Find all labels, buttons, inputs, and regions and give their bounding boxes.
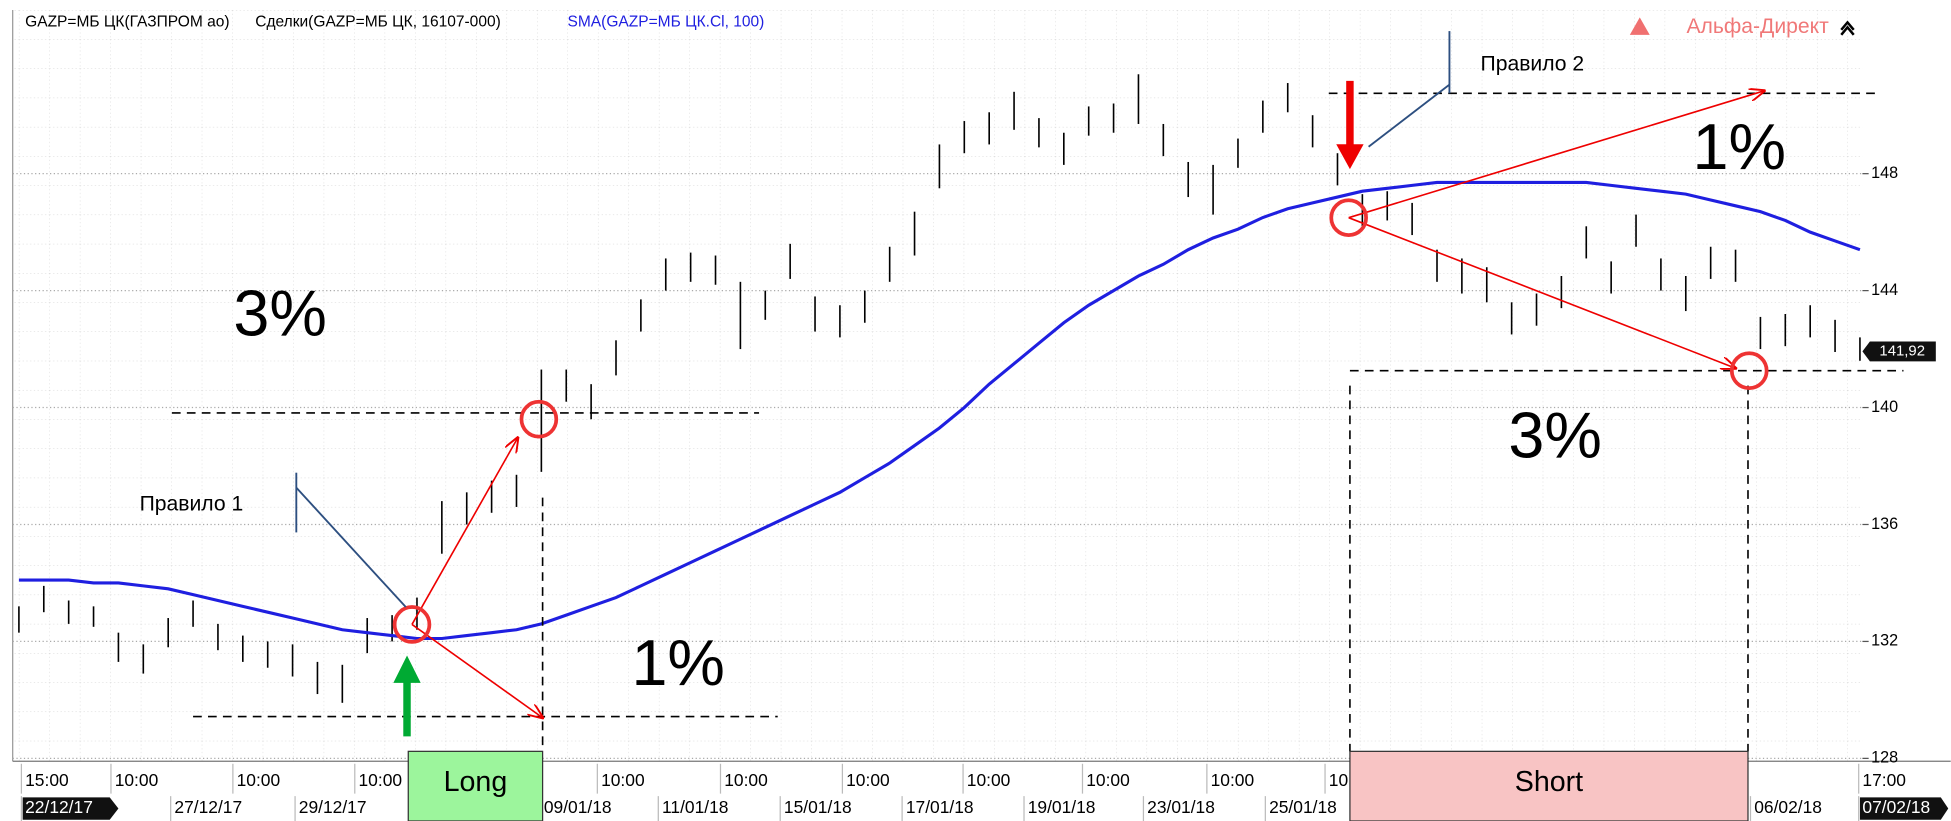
legend-sma: SMA(GAZP=МБ ЦК.Cl, 100) [567,14,764,31]
x-date-label: 07/02/18 [1862,797,1930,817]
short-label: Short [1515,766,1583,798]
x-tick-label: 10:00 [359,770,403,790]
long-box [407,750,544,821]
arrow [1348,91,1764,219]
x-date-label: 09/01/18 [544,797,612,817]
plot [12,74,1869,759]
x-date-label: 25/01/18 [1269,797,1337,817]
circle-marker [1729,351,1769,390]
x-tick-label: 10:00 [967,770,1011,790]
brand-logo [1629,17,1650,35]
y-tick-label: 140 [1871,398,1898,416]
last-price-label: 141,92 [1879,342,1925,359]
minor-grid [12,9,1863,762]
x-tick-label: 10:00 [115,770,159,790]
percent-label: 3% [1508,398,1601,471]
rule-label: Правило 2 [1481,52,1585,75]
sell-arrow-head [1336,144,1364,170]
x-date-label: 22/12/17 [25,797,93,817]
y-tick-label: 144 [1871,281,1898,299]
percent-label: 1% [631,626,724,699]
arrow [1348,216,1736,369]
x-tick-label: 10:00 [237,770,281,790]
annotations [171,31,1904,752]
x-tick-label: 10:00 [846,770,890,790]
x-date-label: 15/01/18 [784,797,852,817]
buy-arrow-head [393,655,421,683]
x-date-label: 23/01/18 [1147,797,1215,817]
y-tick-label: 128 [1871,749,1898,767]
x-tick-label: 10:00 [724,770,768,790]
header-subtitle: Сделки(GAZP=МБ ЦК, 16107-000) [255,14,501,31]
arrow [411,438,518,625]
x-date-label: 19/01/18 [1028,797,1096,817]
x-date-label: 11/01/18 [662,797,728,817]
callout-line [295,486,407,608]
rule-label: Правило 1 [140,493,244,516]
last-price-box [1862,341,1936,362]
brand: Альфа-Директ [1686,15,1829,38]
x-tick-label: 10:00 [1211,770,1255,790]
percent-label: 1% [1693,110,1786,183]
y-tick-label: 136 [1871,515,1898,533]
short-box [1349,750,1749,821]
x-tick-label: 10 [1329,770,1348,790]
x-tick-label: 10:00 [1086,770,1130,790]
callout-line [1368,83,1451,148]
circle-marker [519,399,559,439]
x-axis-labels: 15:00 10:00 10:00 10:00 10:00 10:00 10:00 10:00… [20,763,1949,821]
x-tick-label: 15:00 [25,770,69,790]
x-date-label: 17/01/18 [906,797,974,817]
long-label: Long [444,766,508,798]
date-box [1859,797,1949,820]
circle-marker [1329,198,1368,237]
date-box [22,797,119,820]
x-date-label: 27/12/17 [174,797,242,817]
arrow [411,623,543,717]
x-tick-label: 17:00 [1862,770,1906,790]
x-tick-label: 10:00 [601,770,645,790]
header-title: GAZP=МБ ЦК(ГАЗПРОМ ао) [25,14,229,31]
x-date-label: 29/12/17 [299,797,367,817]
circle-marker [392,605,432,644]
sma-line [18,180,1861,641]
y-tick-label: 148 [1871,164,1898,182]
percent-label: 3% [233,277,326,350]
collapse-icon[interactable] [1840,20,1855,36]
x-date-label: 06/02/18 [1754,797,1822,817]
y-tick-label: 132 [1871,632,1898,650]
